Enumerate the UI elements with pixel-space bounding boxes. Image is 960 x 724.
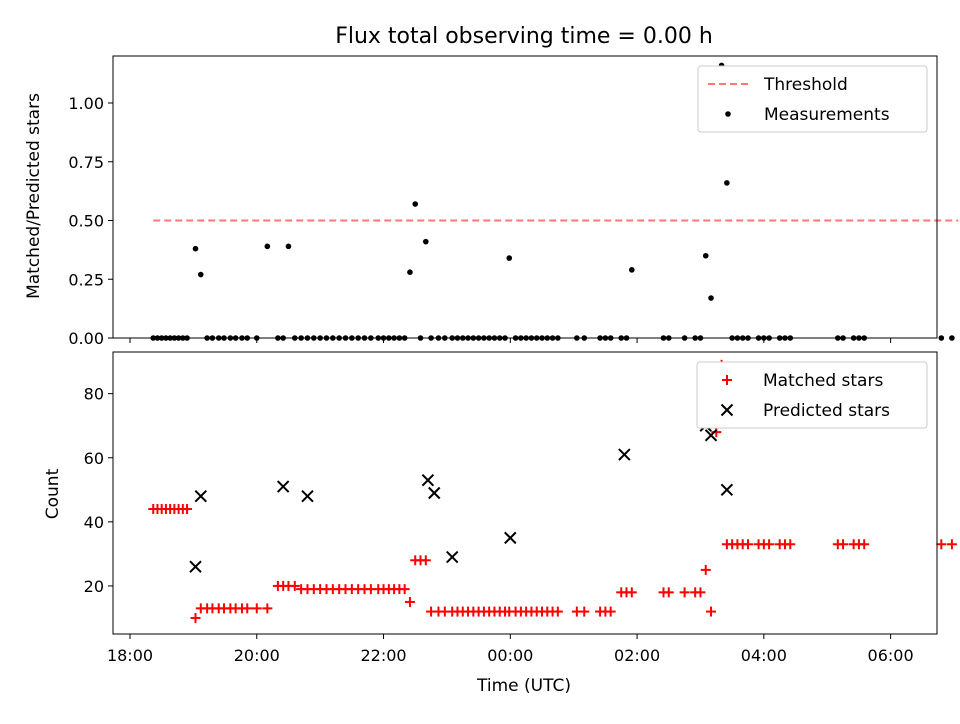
legend-label: Measurements: [764, 105, 890, 125]
measurement-point: [708, 295, 714, 301]
legend-ratio: Threshold Measurements: [698, 66, 927, 132]
y-tick-label-ratio: 0.00: [68, 329, 104, 348]
measurement-point: [193, 246, 199, 252]
x-tick-label: 18:00: [107, 646, 153, 665]
legend-label: Predicted stars: [763, 401, 890, 421]
y-tick-label-count: 60: [84, 449, 104, 468]
y-tick-label-ratio: 0.50: [68, 212, 104, 231]
x-tick-label: 22:00: [360, 646, 406, 665]
y-tick-label-ratio: 1.00: [68, 94, 104, 113]
measurement-point: [629, 267, 635, 273]
legend-measurement-swatch: [725, 111, 731, 117]
measurement-point: [423, 239, 429, 245]
measurement-point: [703, 253, 709, 259]
measurement-point: [265, 244, 271, 250]
x-tick-label: 00:00: [487, 646, 533, 665]
x-tick-label: 02:00: [614, 646, 660, 665]
y-tick-label-ratio: 0.75: [68, 153, 104, 172]
y-axis-label-ratio: Matched/Predicted stars: [24, 93, 44, 299]
measurement-point: [506, 255, 512, 261]
measurement-point: [724, 180, 730, 186]
y-tick-label-count: 80: [84, 385, 104, 404]
legend-label: Threshold: [763, 75, 848, 95]
x-tick-label: 06:00: [868, 646, 914, 665]
x-tick-label: 04:00: [741, 646, 787, 665]
measurement-point: [949, 335, 955, 341]
measurement-point: [286, 244, 292, 250]
legend-count: Matched stars Predicted stars: [697, 362, 927, 428]
measurement-point: [198, 272, 204, 278]
legend-label: Matched stars: [763, 371, 883, 391]
y-tick-label-count: 20: [84, 577, 104, 596]
x-axis-label: Time (UTC): [476, 676, 571, 696]
x-tick-label: 20:00: [234, 646, 280, 665]
chart-title: Flux total observing time = 0.00 h: [335, 24, 713, 49]
figure: Flux total observing time = 0.00 h Match…: [0, 0, 960, 720]
measurement-point: [939, 335, 945, 341]
y-axis-label-count: Count: [43, 468, 63, 519]
measurement-point: [412, 201, 418, 207]
y-tick-label-count: 40: [84, 513, 104, 532]
measurement-point: [407, 269, 413, 275]
y-tick-label-ratio: 0.25: [68, 270, 104, 289]
